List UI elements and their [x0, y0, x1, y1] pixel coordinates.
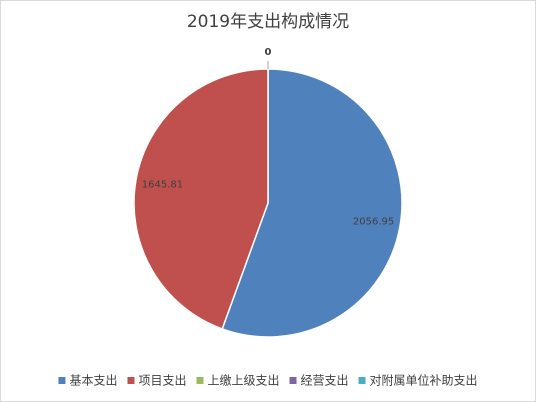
legend-label: 基本支出: [69, 374, 117, 388]
legend-label: 经营支出: [301, 374, 349, 388]
data-label: 0: [265, 47, 272, 58]
legend-swatch: [127, 377, 135, 384]
legend-swatch: [196, 377, 204, 384]
legend-label: 上缴上级支出: [207, 373, 279, 388]
legend-label: 对附属单位补助支出: [370, 373, 478, 388]
pie-slice: [221, 68, 403, 338]
legend-swatch: [358, 377, 366, 384]
legend-label: 项目支出: [138, 374, 186, 388]
legend-swatch: [58, 377, 66, 384]
data-label: 1645.81: [142, 179, 183, 190]
data-label: 2056.95: [353, 217, 394, 228]
chart-title: 2019年支出构成情况: [187, 12, 349, 32]
pie-slice: [133, 68, 269, 330]
legend-swatch: [289, 377, 297, 384]
